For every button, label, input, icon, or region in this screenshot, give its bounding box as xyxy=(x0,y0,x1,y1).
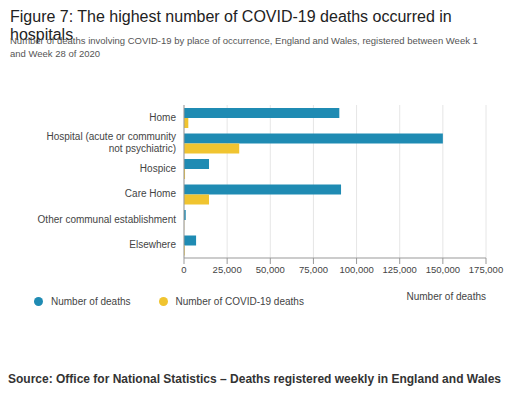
svg-text:125,000: 125,000 xyxy=(383,264,417,275)
svg-text:Hospital (acute or communityno: Hospital (acute or communitynot psychiat… xyxy=(47,131,177,154)
svg-text:150,000: 150,000 xyxy=(426,264,460,275)
html-text:Number of COVID-19 deaths: Number of COVID-19 deaths xyxy=(175,296,304,307)
svg-text:Number of deaths: Number of deaths xyxy=(407,291,487,300)
svg-text:0: 0 xyxy=(181,264,186,275)
svg-text:25,000: 25,000 xyxy=(213,264,242,275)
svg-text:100,000: 100,000 xyxy=(339,264,373,275)
svg-text:Elsewhere: Elsewhere xyxy=(129,239,176,250)
html-text:Number of deaths involving COV: Number of deaths involving COVID-19 by p… xyxy=(10,35,478,59)
html-text:Number of deaths: Number of deaths xyxy=(51,296,131,307)
svg-text:Care Home: Care Home xyxy=(125,188,177,199)
svg-text:Other communal establishment: Other communal establishment xyxy=(38,214,177,225)
svg-text:175,000: 175,000 xyxy=(469,264,502,275)
svg-text:75,000: 75,000 xyxy=(299,264,328,275)
svg-text:Hospice: Hospice xyxy=(140,163,177,174)
html-text:Source: Office for National St: Source: Office for National Statistics –… xyxy=(8,372,501,386)
svg-text:Home: Home xyxy=(149,112,176,123)
svg-text:50,000: 50,000 xyxy=(256,264,285,275)
html-text:Figure 7: The highest number o: Figure 7: The highest number of COVID-19… xyxy=(10,8,452,43)
